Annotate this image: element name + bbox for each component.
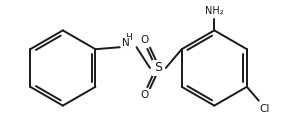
Text: NH₂: NH₂: [205, 6, 223, 16]
Text: O: O: [141, 35, 149, 45]
Text: O: O: [141, 90, 149, 100]
Text: H: H: [125, 33, 132, 42]
Text: S: S: [154, 61, 162, 75]
Text: Cl: Cl: [260, 104, 270, 114]
Text: N: N: [122, 38, 129, 48]
